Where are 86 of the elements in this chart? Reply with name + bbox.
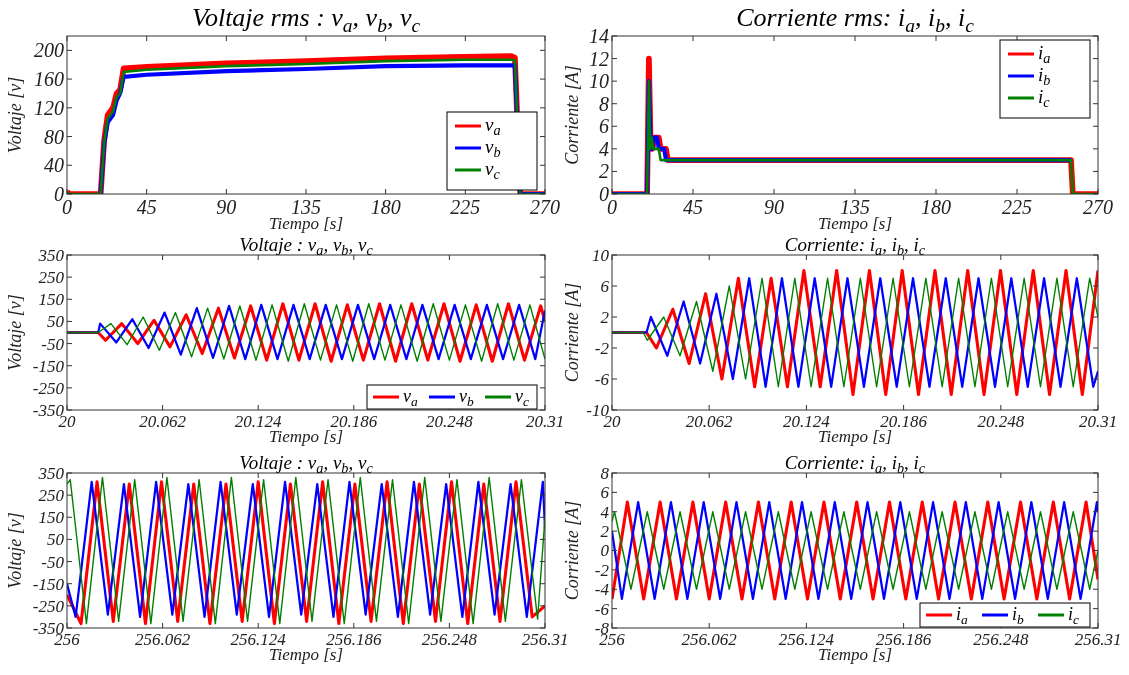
y-tick-label: 120 [34, 96, 64, 119]
y-tick-label: 4 [600, 502, 610, 522]
legend-label: i$_{b}$ [1012, 604, 1025, 628]
x-tick-label: 256.062 [681, 630, 738, 649]
chart-title: Corriente: i$_{a}$, i$_{b}$, i$_{c}$ [784, 452, 926, 477]
y-tick-label: 200 [34, 39, 64, 62]
y-tick-label: 8 [600, 463, 610, 483]
legend-label: i$_{c}$ [1068, 604, 1080, 628]
x-tick-label: 20.248 [977, 412, 1025, 431]
y-tick-label: 350 [37, 463, 65, 483]
y-tick-label: -50 [41, 552, 65, 572]
x-tick-label: 256.248 [973, 630, 1029, 649]
x-tick-label: 270 [530, 196, 560, 218]
legend-label: v$_{c}$ [485, 158, 501, 183]
x-tick-label: 180 [370, 196, 401, 218]
legend-label: v$_{a}$ [403, 386, 418, 410]
legend-label: i$_{c}$ [1038, 86, 1051, 111]
y-tick-label: -6 [594, 599, 610, 619]
x-tick-label: 225 [1002, 196, 1032, 218]
x-tick-label: 90 [764, 196, 784, 218]
y-tick-label: -4 [594, 580, 610, 600]
x-tick-label: 45 [136, 196, 157, 218]
y-tick-label: 6 [600, 483, 610, 503]
line-series [612, 511, 1098, 590]
chart-title: Corriente: i$_{a}$, i$_{b}$, i$_{c}$ [784, 234, 926, 259]
x-tick-label: 20.062 [685, 412, 734, 431]
y-tick-label: 2 [599, 160, 609, 183]
y-tick-label: -6 [594, 369, 610, 389]
y-tick-label: 2 [600, 307, 610, 327]
x-tick-label: 20.062 [139, 412, 187, 431]
y-tick-label: 6 [599, 115, 609, 138]
y-tick-label: 50 [47, 312, 65, 332]
y-axis-title: Voltaje [v] [5, 76, 25, 154]
y-tick-label: 250 [38, 268, 65, 288]
x-tick-label: 256.31 [1074, 630, 1122, 649]
y-axis-title: Corriente [A] [562, 65, 582, 165]
x-tick-label: 90 [216, 196, 237, 218]
chart-title: Voltaje : v$_{a}$, v$_{b}$, v$_{c}$ [239, 234, 374, 259]
y-tick-label: 0 [600, 541, 610, 561]
y-tick-label: 14 [589, 25, 609, 47]
legend-label: v$_{b}$ [459, 386, 474, 410]
y-axis-title: Corriente [A] [562, 282, 582, 383]
y-tick-label: 40 [44, 154, 64, 177]
y-axis-title: Corriente [A] [562, 500, 582, 601]
x-tick-label: 45 [683, 196, 703, 218]
chart-title: Voltaje rms : v$_{a}$, v$_{b}$, v$_{c}$ [191, 3, 421, 36]
y-tick-label: 10 [589, 70, 609, 93]
y-tick-label: 250 [38, 486, 65, 506]
y-axis-title: Voltaje [v] [5, 294, 25, 371]
y-tick-label: 160 [34, 68, 64, 91]
x-tick-label: 180 [921, 196, 951, 218]
x-tick-label: 270 [1083, 196, 1113, 218]
x-tick-label: 256.31 [521, 630, 569, 649]
y-tick-label: 350 [37, 245, 65, 265]
y-tick-label: 80 [44, 125, 64, 148]
y-axis-title: Voltaje [v] [5, 512, 25, 589]
legend-label: i$_{a}$ [956, 604, 969, 628]
chart-title: Voltaje : v$_{a}$, v$_{b}$, v$_{c}$ [239, 452, 374, 477]
y-tick-label: -2 [594, 338, 610, 358]
y-tick-label: 4 [599, 137, 609, 160]
x-tick-label: 225 [450, 196, 481, 218]
legend-label: v$_{b}$ [485, 136, 501, 161]
legend-label: v$_{a}$ [485, 114, 501, 139]
y-tick-label: -250 [32, 596, 65, 616]
y-tick-label: -2 [594, 560, 610, 580]
y-tick-label: -250 [32, 378, 65, 398]
legend-label: i$_{a}$ [1038, 42, 1051, 67]
y-tick-label: -50 [41, 334, 65, 354]
x-tick-label: 20.31 [1078, 412, 1118, 431]
x-tick-label: 256.062 [134, 630, 191, 649]
y-tick-label: 150 [38, 508, 65, 528]
y-tick-label: 150 [38, 290, 65, 310]
x-tick-label: 256.248 [421, 630, 478, 649]
y-tick-label: -150 [32, 356, 65, 376]
y-tick-label: 10 [592, 245, 610, 265]
x-tick-label: 20.248 [426, 412, 474, 431]
y-tick-label: 6 [600, 276, 610, 296]
chart-title: Corriente rms: i$_{a}$, i$_{b}$, i$_{c}$ [736, 3, 975, 36]
legend-label: i$_{b}$ [1038, 64, 1051, 89]
y-tick-label: 8 [599, 92, 609, 115]
y-tick-label: 50 [47, 530, 65, 550]
y-tick-label: 12 [589, 47, 609, 70]
y-tick-label: 2 [600, 522, 610, 542]
legend-label: v$_{c}$ [515, 386, 529, 410]
x-tick-label: 20.31 [525, 412, 565, 431]
y-tick-label: -150 [32, 574, 65, 594]
